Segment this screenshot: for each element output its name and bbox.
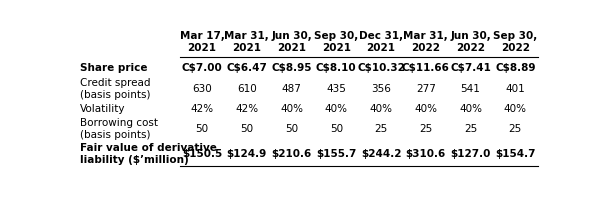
Text: $150.5: $150.5 (182, 148, 222, 158)
Text: 40%: 40% (414, 104, 437, 114)
Text: 356: 356 (371, 84, 391, 94)
Text: $310.6: $310.6 (406, 148, 446, 158)
Text: C$6.47: C$6.47 (226, 62, 267, 72)
Text: 25: 25 (374, 123, 388, 134)
Text: Borrowing cost
(basis points): Borrowing cost (basis points) (80, 117, 158, 140)
Text: Mar 31,
2022: Mar 31, 2022 (403, 31, 448, 53)
Text: $124.9: $124.9 (227, 148, 267, 158)
Text: 487: 487 (281, 84, 301, 94)
Text: 610: 610 (237, 84, 257, 94)
Text: C$7.41: C$7.41 (450, 62, 491, 72)
Text: 541: 541 (461, 84, 481, 94)
Text: 40%: 40% (459, 104, 482, 114)
Text: 25: 25 (509, 123, 522, 134)
Text: C$11.66: C$11.66 (402, 62, 450, 72)
Text: 50: 50 (196, 123, 209, 134)
Text: 42%: 42% (235, 104, 259, 114)
Text: 40%: 40% (280, 104, 303, 114)
Text: $155.7: $155.7 (316, 148, 356, 158)
Text: Volatility: Volatility (80, 104, 125, 114)
Text: 277: 277 (416, 84, 436, 94)
Text: Sep 30,
2022: Sep 30, 2022 (493, 31, 538, 53)
Text: Dec 31,
2021: Dec 31, 2021 (359, 31, 403, 53)
Text: 401: 401 (505, 84, 525, 94)
Text: 630: 630 (192, 84, 212, 94)
Text: Mar 31,
2021: Mar 31, 2021 (224, 31, 269, 53)
Text: Sep 30,
2021: Sep 30, 2021 (314, 31, 358, 53)
Text: C$8.89: C$8.89 (495, 62, 536, 72)
Text: $154.7: $154.7 (495, 148, 536, 158)
Text: Jun 30,
2021: Jun 30, 2021 (271, 31, 312, 53)
Text: Fair value of derivative
liability ($’million): Fair value of derivative liability ($’mi… (80, 142, 217, 164)
Text: $210.6: $210.6 (271, 148, 311, 158)
Text: 25: 25 (419, 123, 433, 134)
Text: C$8.10: C$8.10 (316, 62, 356, 72)
Text: $244.2: $244.2 (361, 148, 401, 158)
Text: C$10.32: C$10.32 (357, 62, 405, 72)
Text: 25: 25 (464, 123, 477, 134)
Text: C$7.00: C$7.00 (182, 62, 223, 72)
Text: 50: 50 (240, 123, 253, 134)
Text: 40%: 40% (370, 104, 392, 114)
Text: C$8.95: C$8.95 (271, 62, 312, 72)
Text: 50: 50 (330, 123, 343, 134)
Text: 40%: 40% (504, 104, 527, 114)
Text: 50: 50 (285, 123, 298, 134)
Text: Mar 17,
2021: Mar 17, 2021 (179, 31, 224, 53)
Text: 42%: 42% (190, 104, 214, 114)
Text: 435: 435 (326, 84, 346, 94)
Text: Jun 30,
2022: Jun 30, 2022 (450, 31, 491, 53)
Text: 40%: 40% (325, 104, 348, 114)
Text: $127.0: $127.0 (451, 148, 491, 158)
Text: Share price: Share price (80, 62, 147, 72)
Text: Credit spread
(basis points): Credit spread (basis points) (80, 78, 150, 100)
